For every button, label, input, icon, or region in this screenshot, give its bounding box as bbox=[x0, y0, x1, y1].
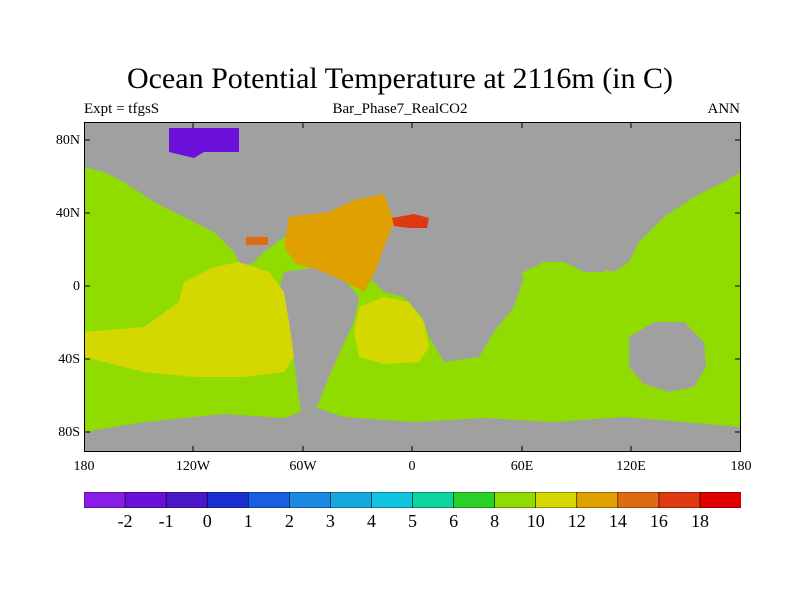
colorbar-tick-label: 12 bbox=[567, 511, 586, 531]
colorbar-swatch bbox=[453, 492, 496, 508]
north-atlantic-warm-region bbox=[284, 194, 394, 292]
map-panel bbox=[84, 122, 741, 452]
colorbar-swatch bbox=[699, 492, 741, 508]
colorbar-tick-label: 5 bbox=[408, 511, 417, 531]
plot-title: Ocean Potential Temperature at 2116m (in… bbox=[126, 62, 674, 95]
colorbar bbox=[84, 492, 741, 508]
colorbar-tick-label: -2 bbox=[117, 511, 133, 531]
colorbar-swatch bbox=[412, 492, 455, 508]
colorbar-swatch bbox=[576, 492, 619, 508]
lat-label-80n: 80N bbox=[55, 133, 80, 148]
lat-label-40s: 40S bbox=[58, 352, 80, 367]
colorbar-swatch bbox=[658, 492, 701, 508]
eurasia bbox=[379, 162, 724, 272]
lon-label-120w: 120W bbox=[175, 459, 211, 474]
colorbar-tick-label: 8 bbox=[490, 511, 500, 531]
colorbar-tick-label: 10 bbox=[526, 511, 545, 531]
antarctica bbox=[84, 407, 741, 452]
colorbar-tick-label: 1 bbox=[243, 511, 253, 531]
colorbar-swatch bbox=[535, 492, 578, 508]
south-atlantic-warm-region bbox=[354, 297, 429, 364]
lon-label-120e: 120E bbox=[616, 459, 646, 474]
lon-label-180-east: 180 bbox=[730, 459, 752, 474]
colorbar-tick-label: 2 bbox=[284, 511, 294, 531]
colorbar-tick-label: 3 bbox=[325, 511, 335, 531]
colorbar-swatch bbox=[84, 492, 126, 508]
colorbar-swatch bbox=[330, 492, 373, 508]
south-america bbox=[280, 267, 359, 422]
colorbar-tick-label: 14 bbox=[608, 511, 627, 531]
colorbar-tick-label: 4 bbox=[366, 511, 376, 531]
gulf-region bbox=[246, 237, 268, 245]
colorbar-swatch bbox=[247, 492, 291, 508]
season-label: ANN bbox=[707, 101, 741, 117]
colorbar-swatch bbox=[617, 492, 660, 508]
colorbar-tick-label: 16 bbox=[649, 511, 668, 531]
colorbar-tick-label: -1 bbox=[158, 511, 174, 531]
arctic-cold-region bbox=[169, 128, 239, 158]
colorbar-swatch bbox=[371, 492, 414, 508]
colorbar-swatch bbox=[206, 492, 250, 508]
colorbar-tick-label: 0 bbox=[202, 511, 212, 531]
australia bbox=[629, 322, 706, 392]
lon-label-0: 0 bbox=[408, 459, 416, 474]
lat-label-0: 0 bbox=[73, 279, 80, 294]
lat-label-40n: 40N bbox=[55, 206, 80, 221]
map-ticks bbox=[84, 122, 741, 452]
north-america bbox=[104, 142, 334, 267]
experiment-label: Expt = tfgsS bbox=[84, 101, 160, 117]
lon-label-60w: 60W bbox=[289, 459, 317, 474]
lon-label-180-west: 180 bbox=[73, 459, 95, 474]
mediterranean-region bbox=[392, 214, 429, 228]
colorbar-swatch bbox=[494, 492, 537, 508]
lat-label-80s: 80S bbox=[58, 425, 80, 440]
colorbar-swatch bbox=[165, 492, 208, 508]
colorbar-tick-label: 6 bbox=[449, 511, 459, 531]
colorbar-tick-label: 18 bbox=[690, 511, 709, 531]
lon-label-60e: 60E bbox=[510, 459, 534, 474]
pacific-warm-region bbox=[84, 262, 294, 377]
colorbar-swatch bbox=[124, 492, 167, 508]
africa bbox=[364, 222, 524, 362]
colorbar-swatch bbox=[289, 492, 332, 508]
case-label: Bar_Phase7_RealCO2 bbox=[332, 101, 468, 117]
